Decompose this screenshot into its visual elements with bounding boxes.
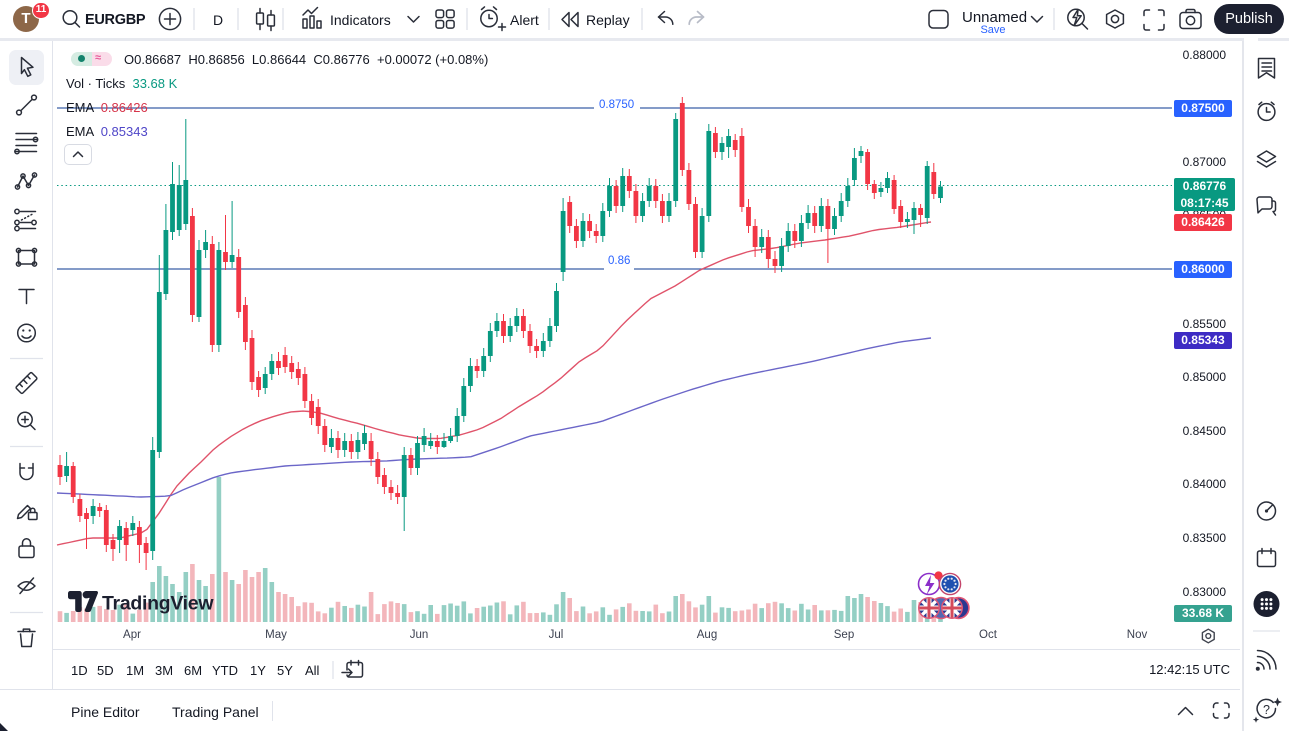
svg-text:?: ? [1263, 703, 1270, 717]
svg-text:TradingView: TradingView [102, 593, 214, 615]
